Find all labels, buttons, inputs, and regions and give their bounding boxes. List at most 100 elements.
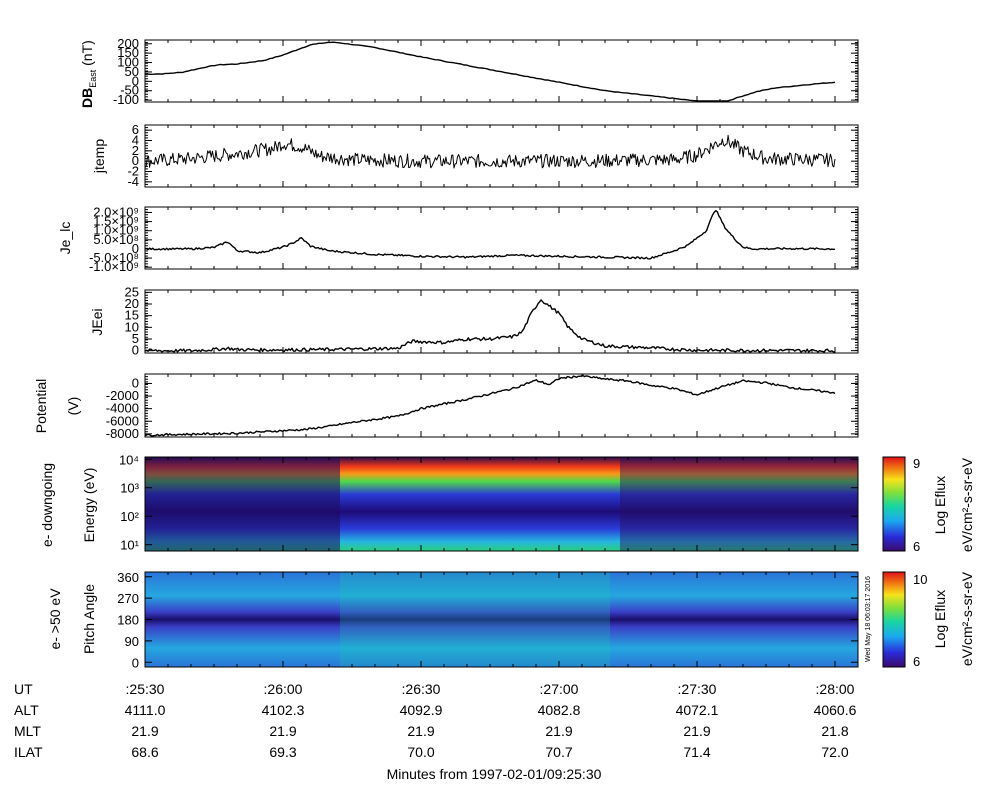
orbit-row-name: ALT [14,702,39,718]
pitch-angle-colorbar-max: 10 [913,572,927,587]
panel-potential: 0-2000-4000-6000-8000 Potential (V) [33,373,859,441]
orbit-cell: 4060.6 [814,702,857,718]
orbit-cell: 71.4 [683,744,710,760]
energy-colorbar-label: Log Eflux [932,476,948,534]
orbit-cell: :27:00 [540,681,579,697]
ytick-label: 10¹ [120,538,139,553]
orbit-cell: 21.9 [269,723,296,739]
orbit-cell: 70.7 [545,744,572,760]
db-east-ylabel: DBEast (nT) [79,40,98,108]
je-lc-trace [144,210,836,260]
orbit-cell: 70.0 [407,744,434,760]
energy-colorbar-frame [882,456,906,552]
panel-je-lc-ticks: 2.0×10⁹1.5×10⁹1.0×10⁹5.0×10⁸0-5.0×10⁸-1.… [89,204,859,274]
pitch-angle-middle-region [340,572,610,667]
ytick-label: -100 [113,92,139,107]
db-label-main: DB [79,88,95,108]
orbit-cell: 4102.3 [262,702,305,718]
energy-colorbar [883,457,905,551]
ytick-label: 0 [132,153,139,168]
pitch-angle-colorbar-unit: eV/cm²-s-sr-eV [959,571,975,666]
panel-je-lc: 2.0×10⁹1.5×10⁹1.0×10⁹5.0×10⁸0-5.0×10⁸-1.… [57,204,859,274]
orbit-cell: 4092.9 [400,702,443,718]
pitch-angle-ylabel: Pitch Angle [81,584,97,654]
ytick-label: 90 [125,634,139,649]
ytick-label: 100 [117,55,139,70]
ytick-label: -2 [127,164,139,179]
ytick-label: -6000 [106,413,139,428]
orbit-cell: 21.9 [407,723,434,739]
ytick-label: -50 [120,83,139,98]
orbit-cell: 68.6 [131,744,158,760]
ytick-label: 20 [125,296,139,311]
orbit-cell: 4111.0 [125,702,166,718]
orbit-cell: :26:30 [402,681,441,697]
db-label-subscript: East [88,69,98,88]
pitch-angle-colorbar-label: Log Eflux [932,590,948,648]
ytick-label: 2.0×10⁹ [93,204,139,219]
orbit-cell: 21.9 [131,723,158,739]
orbit-cell: 69.3 [269,744,296,760]
ytick-label: 10⁴ [119,452,139,467]
ytick-label: 10 [125,319,139,334]
orbit-row-name: ILAT [14,744,43,760]
panel-potential-frame [144,373,859,438]
orbit-cell: :28:00 [816,681,855,697]
ytick-label: 25 [125,284,139,299]
ytick-label: -4 [127,174,139,189]
orbit-cell: 21.9 [545,723,572,739]
energy-spectrogram-late-region [620,457,858,551]
energy-colorbar-unit: eV/cm²-s-sr-eV [959,457,975,552]
energy-colorbar-max: 9 [913,456,920,471]
ytick-label: 10³ [120,481,139,496]
ytick-label: 0 [132,343,139,358]
ytick-label: 10² [120,509,139,524]
orbit-table: UT:25:30:26:00:26:30:27:00:27:30:28:00 AL… [14,681,857,760]
panel-energy-ticks: 10¹ 10² 10³ 10⁴ [119,452,859,553]
orbit-row-name: MLT [14,723,41,739]
ytick-label: 0 [132,655,139,670]
potential-trace [144,374,836,437]
energy-species-label: e- downgoing [39,463,55,547]
energy-spectrogram-quiet-region [145,457,340,551]
energy-ylabel: Energy (eV) [81,468,97,543]
ytick-label: -8000 [106,426,139,441]
plot-timestamp: Wed May 18 06:03:17 2016 [865,576,872,662]
panel-pitch-angle: 360 270 180 90 0 e- >50 eV Pitch Angle Wed M… [47,570,975,671]
ytick-label: 1.0×10⁹ [93,223,139,238]
potential-unit-label: (V) [65,397,81,416]
pitch-angle-colorbar-frame [882,571,906,668]
pitch-angle-colorbar-min: 6 [913,654,920,669]
orbit-row-name: UT [14,681,33,697]
orbit-cell: 72.0 [821,744,848,760]
ytick-label: 6 [132,122,139,137]
ytick-label: 50 [125,64,139,79]
ytick-label: 180 [117,613,139,628]
jtemp-trace [144,134,836,169]
orbit-cell: :26:00 [264,681,303,697]
ytick-label: 360 [117,570,139,585]
pitch-angle-spectrogram-image [145,572,858,667]
orbit-cell: 4072.1 [676,702,719,718]
ytick-label: 15 [125,308,139,323]
orbit-cell: 21.9 [683,723,710,739]
ytick-label: 0 [132,375,139,390]
je-lc-ylabel: Je_lc [57,222,73,255]
pitch-angle-colorbar [883,572,905,667]
ytick-label: -1.0×10⁹ [89,259,139,274]
jeei-trace [144,299,836,353]
ytick-label: 5.0×10⁸ [93,232,139,247]
jtemp-ylabel: jtemp [91,139,107,174]
ytick-label: 5 [132,331,139,346]
panel-je-lc-frame [144,206,859,270]
db-east-trace [144,41,836,102]
panel-potential-ticks: 0-2000-4000-6000-8000 [106,373,859,441]
orbit-cell: 4082.8 [538,702,581,718]
orbit-cell: :25:30 [126,681,165,697]
